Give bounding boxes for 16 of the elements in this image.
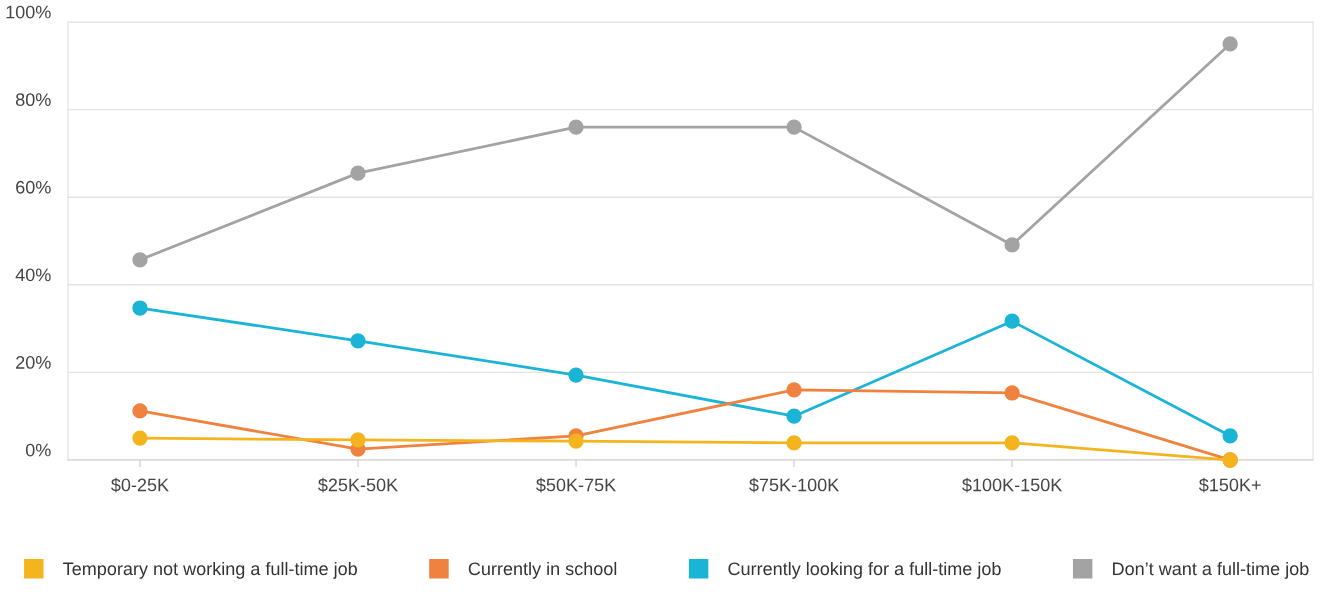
y-tick-label: 0% — [25, 443, 51, 457]
x-tick-label: $100K-150K — [962, 477, 1063, 493]
y-tick-label: 80% — [15, 93, 51, 107]
x-tick-label: $150K+ — [1198, 477, 1261, 493]
legend-label: Currently looking for a full-time job — [728, 561, 1001, 579]
x-tick-label: $25K-50K — [318, 477, 398, 493]
y-tick-label: 100% — [6, 5, 51, 19]
x-tick-label: $75K-100K — [749, 477, 840, 493]
y-tick-label: 60% — [16, 180, 51, 194]
legend-label: Don’t want a full-time job — [1113, 561, 1309, 579]
x-tick-label: $50K-75K — [536, 477, 616, 493]
legend-label: Temporary not working a full-time job — [63, 561, 357, 579]
x-tick-label: $0-25K — [111, 477, 169, 493]
y-tick-label: 20% — [16, 356, 51, 369]
y-tick-label: 40% — [15, 268, 51, 282]
legend-label: Currently in school — [468, 561, 617, 579]
